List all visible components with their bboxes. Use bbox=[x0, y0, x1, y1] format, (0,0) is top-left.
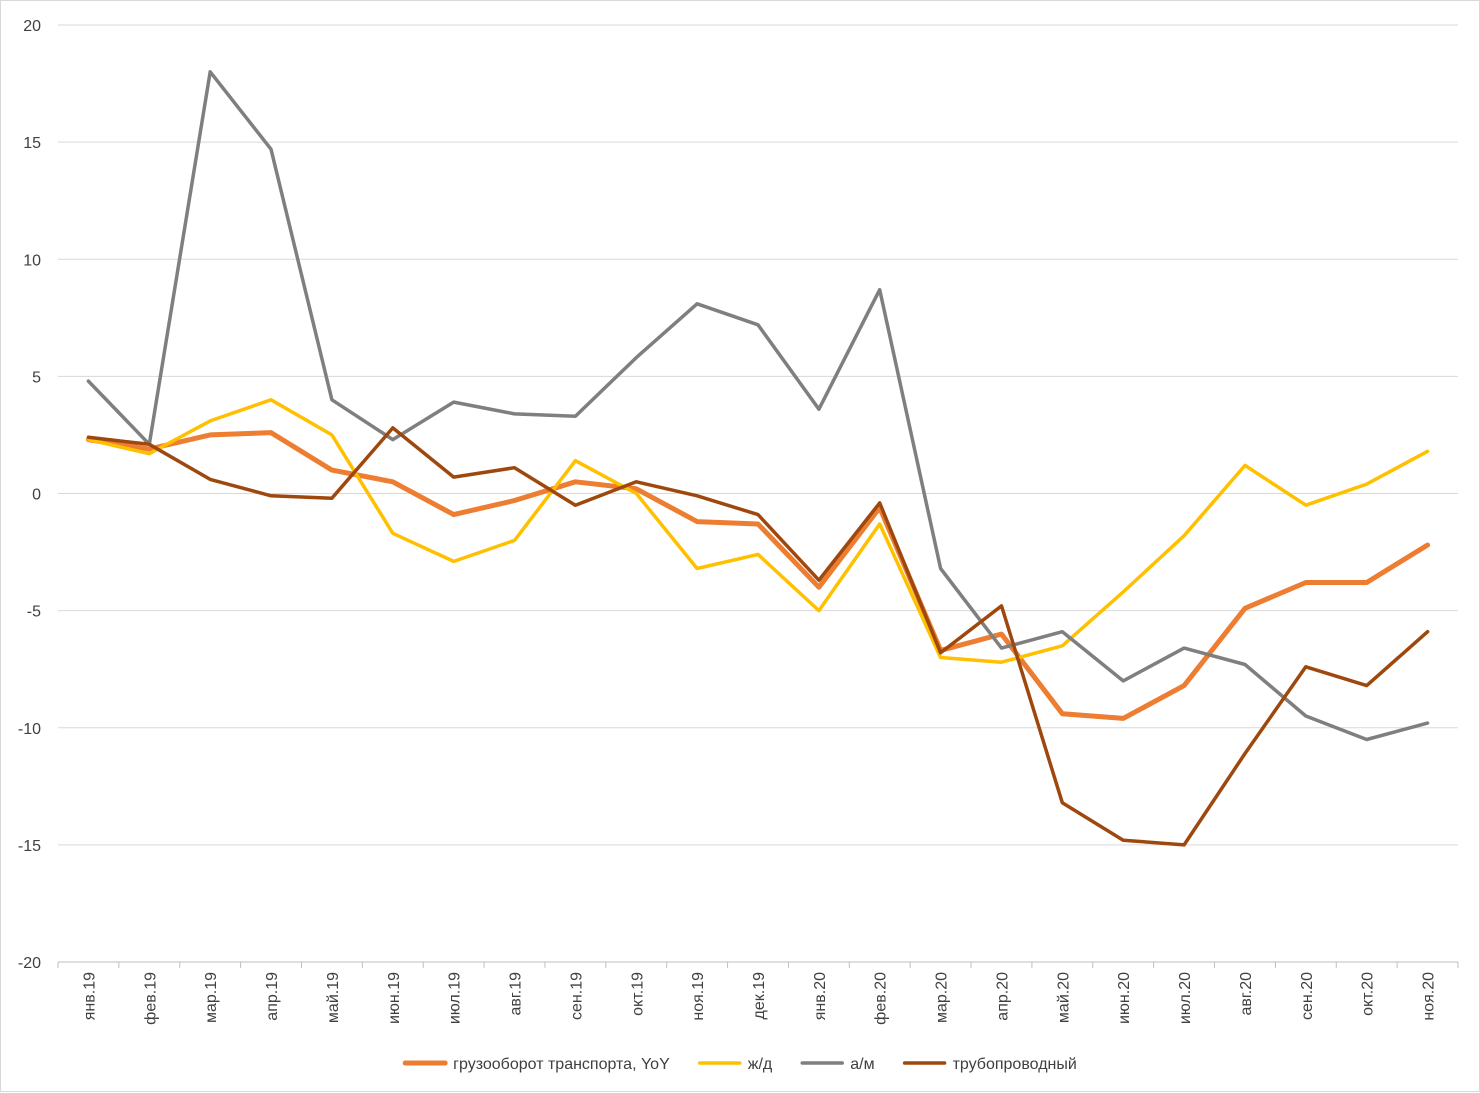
x-tick-label: янв.19 bbox=[81, 972, 98, 1020]
x-tick-label: авг.20 bbox=[1238, 972, 1255, 1016]
series-line-3 bbox=[86, 70, 1430, 742]
y-tick-label: 20 bbox=[23, 18, 41, 35]
y-tick-label: -10 bbox=[18, 721, 41, 738]
x-tick-label: окт.20 bbox=[1360, 972, 1377, 1016]
x-tick-label: янв.20 bbox=[812, 972, 829, 1020]
x-tick-label: июл.19 bbox=[447, 972, 464, 1024]
series-lines bbox=[85, 70, 1431, 847]
series-line-2 bbox=[86, 398, 1430, 664]
legend-label: ж/д bbox=[748, 1056, 773, 1073]
y-tick-label: 10 bbox=[23, 252, 41, 269]
x-tick-label: июн.20 bbox=[1116, 972, 1133, 1024]
legend: грузооборот транспорта, YoY ж/д а/м трубопр… bbox=[402, 1056, 1077, 1073]
x-tick-label: апр.20 bbox=[994, 972, 1011, 1021]
x-tick-label: ноя.19 bbox=[690, 972, 707, 1021]
y-axis-ticks: 20 15 10 5 0 -5 -10 -15 -20 bbox=[18, 18, 41, 972]
legend-item: грузооборот транспорта, YoY bbox=[402, 1056, 670, 1073]
x-tick-label: май.20 bbox=[1055, 972, 1072, 1023]
legend-label: грузооборот транспорта, YoY bbox=[453, 1056, 670, 1073]
legend-item: трубопроводный bbox=[902, 1056, 1077, 1073]
x-tick-label: фев.19 bbox=[142, 972, 159, 1025]
y-tick-label: -20 bbox=[18, 955, 41, 972]
legend-item: ж/д bbox=[698, 1056, 773, 1073]
x-tick-label: окт.19 bbox=[629, 972, 646, 1016]
y-tick-label: 0 bbox=[32, 487, 41, 504]
y-tick-label: -5 bbox=[27, 604, 41, 621]
x-tick-label: дек.19 bbox=[751, 972, 768, 1020]
x-tick-label: фев.20 bbox=[873, 972, 890, 1025]
x-tick-label: июн.19 bbox=[386, 972, 403, 1024]
x-tick-label: апр.19 bbox=[264, 972, 281, 1021]
x-tick-label: сен.19 bbox=[568, 972, 585, 1020]
y-tick-label: -15 bbox=[18, 838, 41, 855]
x-tick-label: май.19 bbox=[325, 972, 342, 1023]
legend-label: а/м bbox=[850, 1056, 874, 1073]
series-line-4 bbox=[86, 426, 1430, 847]
x-tick-label: авг.19 bbox=[508, 972, 525, 1016]
x-tick-label: сен.20 bbox=[1299, 972, 1316, 1020]
x-tick-label: ноя.20 bbox=[1421, 972, 1438, 1021]
legend-item: а/м bbox=[800, 1056, 875, 1073]
x-tick-label: мар.20 bbox=[934, 972, 951, 1023]
series-line-1 bbox=[85, 430, 1431, 721]
x-tick-label: июл.20 bbox=[1177, 972, 1194, 1024]
x-tick-label: мар.19 bbox=[203, 972, 220, 1023]
legend-label: трубопроводный bbox=[953, 1056, 1077, 1073]
y-tick-label: 5 bbox=[32, 369, 41, 386]
y-tick-label: 15 bbox=[23, 135, 41, 152]
x-axis: янв.19 фев.19 мар.19 апр.19 май.19 июн.19 июл.… bbox=[57, 961, 1459, 1025]
